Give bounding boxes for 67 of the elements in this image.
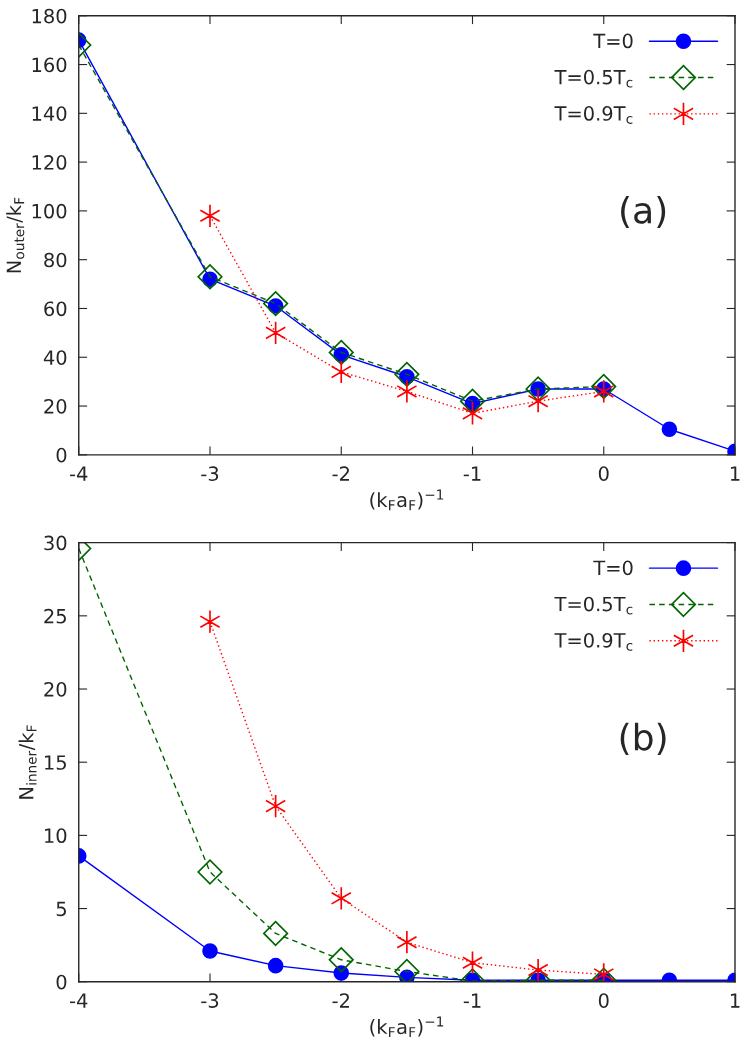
point <box>263 920 289 947</box>
y-tick-label: 15 <box>45 755 66 770</box>
x-tick-label: -4 <box>70 466 88 481</box>
point <box>197 859 223 885</box>
y-tick-label: 0 <box>56 974 67 990</box>
point <box>267 957 284 974</box>
point <box>661 421 678 438</box>
x-tick-label: -2 <box>332 466 349 481</box>
y-tick-label: 5 <box>56 901 66 917</box>
y-tick-label: 30 <box>44 535 67 551</box>
y-tick-label: 20 <box>44 681 67 697</box>
x-tick-label: -4 <box>70 993 88 1008</box>
point <box>265 320 287 345</box>
y-tick-label: 100 <box>32 203 67 219</box>
point <box>396 930 418 955</box>
x-tick-label: -2 <box>332 993 349 1008</box>
x-axis-title: (k$_{F}$a$_{F}$)$^{−1}$ <box>370 1016 444 1038</box>
x-tick-label: -1 <box>463 993 481 1008</box>
x-axis-title: (k$_{F}$a$_{F}$)$^{−1}$ <box>370 489 444 511</box>
y-axis-title: N$_{inner}$/k$_{F}$ <box>18 725 37 799</box>
y-tick-label: 25 <box>44 608 66 624</box>
point <box>202 943 218 959</box>
legend-label: T=0.5T$_{c}$ <box>554 69 633 88</box>
x-tick-label: -3 <box>201 993 219 1008</box>
y-tick-label: 10 <box>45 828 67 844</box>
y-tick-label: 120 <box>32 155 67 170</box>
point <box>197 264 223 290</box>
y-tick-label: 180 <box>32 8 67 24</box>
legend-label: T=0 <box>593 560 633 576</box>
point <box>459 388 486 414</box>
y-tick-label: 140 <box>32 106 67 121</box>
legend-label: T=0 <box>593 33 633 49</box>
point <box>328 339 354 366</box>
y-tick-label: 40 <box>43 350 67 365</box>
y-tick-label: 20 <box>44 399 67 414</box>
x-tick-label: -1 <box>463 466 481 481</box>
x-tick-label: 1 <box>730 466 740 481</box>
point <box>328 947 354 973</box>
point <box>462 401 483 426</box>
point <box>394 958 420 982</box>
x-tick-label: -3 <box>201 466 219 481</box>
point <box>263 290 289 317</box>
point <box>330 359 352 384</box>
point <box>330 886 352 911</box>
point <box>525 376 551 402</box>
x-tick-label: 0 <box>598 993 609 1008</box>
legend-label: T=0.5T$_{c}$ <box>554 596 633 615</box>
annotation: (a) <box>621 195 666 229</box>
point <box>265 794 287 819</box>
point <box>593 379 615 404</box>
legend-label: T=0.9T$_{c}$ <box>554 106 633 124</box>
point <box>199 203 221 228</box>
point <box>396 379 418 404</box>
point <box>462 950 483 975</box>
y-tick-label: 60 <box>44 301 67 317</box>
annotation: (b) <box>620 722 666 755</box>
y-tick-label: 0 <box>56 447 67 463</box>
point <box>394 361 420 387</box>
y-tick-label: 80 <box>44 252 67 268</box>
point <box>591 373 617 400</box>
y-tick-label: 160 <box>32 57 67 73</box>
legend-label: T=0.9T$_{c}$ <box>554 632 633 651</box>
x-tick-label: 0 <box>598 466 609 481</box>
x-tick-label: 1 <box>730 993 740 1008</box>
point <box>527 958 549 982</box>
y-axis-title: N$_{outer}$/k$_{F}$ <box>6 197 25 273</box>
point <box>527 389 549 414</box>
